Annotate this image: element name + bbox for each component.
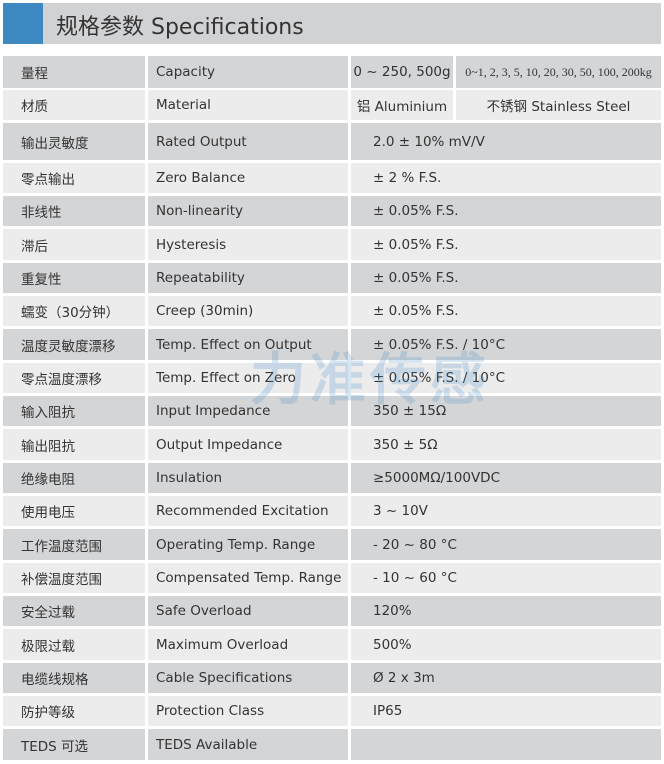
spec-label-zh: 零点温度漂移 xyxy=(3,363,145,393)
spec-label-zh: 温度灵敏度漂移 xyxy=(3,329,145,360)
spec-label-zh: 滞后 xyxy=(3,229,145,260)
spec-label-en: Rated Output xyxy=(148,123,348,160)
spec-value: 500% xyxy=(351,629,661,660)
spec-label-zh: 极限过载 xyxy=(3,629,145,660)
spec-value: ≥5000MΩ/100VDC xyxy=(351,463,661,493)
spec-label-en: Recommended Excitation xyxy=(148,496,348,526)
spec-value-b: 0~1, 2, 3, 5, 10, 20, 30, 50, 100, 200kg xyxy=(456,56,661,88)
spec-row: 使用电压 Recommended Excitation 3 ~ 10V xyxy=(3,496,661,526)
spec-label-zh: 量程 xyxy=(3,56,145,88)
spec-label-zh: 绝缘电阻 xyxy=(3,463,145,493)
spec-row: 输出灵敏度 Rated Output 2.0 ± 10% mV/V xyxy=(3,123,661,160)
spec-value: 2.0 ± 10% mV/V xyxy=(351,123,661,160)
spec-label-zh: TEDS 可选 xyxy=(3,729,145,760)
spec-label-en: Input Impedance xyxy=(148,396,348,426)
spec-row: 非线性 Non-linearity ± 0.05% F.S. xyxy=(3,196,661,226)
spec-label-en: Compensated Temp. Range xyxy=(148,563,348,593)
spec-value: ± 2 % F.S. xyxy=(351,163,661,193)
spec-label-en: Cable Specifications xyxy=(148,663,348,693)
spec-label-en: Material xyxy=(148,90,348,120)
spec-value: 120% xyxy=(351,596,661,626)
spec-value: 3 ~ 10V xyxy=(351,496,661,526)
spec-label-en: Safe Overload xyxy=(148,596,348,626)
spec-row: 补偿温度范围 Compensated Temp. Range - 10 ~ 60 °… xyxy=(3,563,661,593)
spec-label-en: Maximum Overload xyxy=(148,629,348,660)
spec-value-a: 0 ~ 250, 500g xyxy=(351,56,453,88)
spec-label-zh: 零点输出 xyxy=(3,163,145,193)
spec-row: 滞后 Hysteresis ± 0.05% F.S. xyxy=(3,229,661,260)
spec-value-b: 不锈钢 Stainless Steel xyxy=(456,90,661,120)
spec-value: ± 0.05% F.S. xyxy=(351,296,661,326)
spec-row: 蠕变（30分钟） Creep (30min) ± 0.05% F.S. xyxy=(3,296,661,326)
spec-label-zh: 材质 xyxy=(3,90,145,120)
spec-label-en: Protection Class xyxy=(148,696,348,726)
spec-row: 防护等级 Protection Class IP65 xyxy=(3,696,661,726)
spec-label-zh: 补偿温度范围 xyxy=(3,563,145,593)
spec-row: 材质 Material 铝 Aluminium 不锈钢 Stainless Steel xyxy=(3,90,661,120)
spec-value: ± 0.05% F.S. / 10°C xyxy=(351,329,661,360)
spec-value: ± 0.05% F.S. xyxy=(351,229,661,260)
spec-label-en: Capacity xyxy=(148,56,348,88)
spec-row: 重复性 Repeatability ± 0.05% F.S. xyxy=(3,263,661,293)
spec-row: 零点温度漂移 Temp. Effect on Zero ± 0.05% F.S. /… xyxy=(3,363,661,393)
spec-row: TEDS 可选 TEDS Available xyxy=(3,729,661,760)
spec-row: 零点输出 Zero Balance ± 2 % F.S. xyxy=(3,163,661,193)
spec-label-en: Output Impedance xyxy=(148,429,348,460)
spec-row: 电缆线规格 Cable Specifications Ø 2 x 3m xyxy=(3,663,661,693)
spec-label-en: Insulation xyxy=(148,463,348,493)
spec-value: - 10 ~ 60 °C xyxy=(351,563,661,593)
spec-label-en: Temp. Effect on Output xyxy=(148,329,348,360)
spec-value-a: 铝 Aluminium xyxy=(351,90,453,120)
spec-label-zh: 蠕变（30分钟） xyxy=(3,296,145,326)
spec-row: 量程 Capacity 0 ~ 250, 500g 0~1, 2, 3, 5, 10,… xyxy=(3,56,661,88)
spec-label-zh: 工作温度范围 xyxy=(3,529,145,560)
spec-row: 温度灵敏度漂移 Temp. Effect on Output ± 0.05% F.S… xyxy=(3,329,661,360)
spec-label-zh: 输出灵敏度 xyxy=(3,123,145,160)
spec-value: ± 0.05% F.S. xyxy=(351,196,661,226)
spec-value: 350 ± 15Ω xyxy=(351,396,661,426)
spec-label-en: Creep (30min) xyxy=(148,296,348,326)
spec-label-zh: 输出阻抗 xyxy=(3,429,145,460)
spec-label-zh: 重复性 xyxy=(3,263,145,293)
spec-value xyxy=(351,729,661,760)
spec-label-zh: 安全过载 xyxy=(3,596,145,626)
spec-label-en: Zero Balance xyxy=(148,163,348,193)
spec-row: 安全过载 Safe Overload 120% xyxy=(3,596,661,626)
spec-value: ± 0.05% F.S. xyxy=(351,263,661,293)
spec-label-en: Temp. Effect on Zero xyxy=(148,363,348,393)
spec-value: - 20 ~ 80 °C xyxy=(351,529,661,560)
spec-value: Ø 2 x 3m xyxy=(351,663,661,693)
spec-label-en: Non-linearity xyxy=(148,196,348,226)
spec-label-en: Operating Temp. Range xyxy=(148,529,348,560)
spec-row: 绝缘电阻 Insulation ≥5000MΩ/100VDC xyxy=(3,463,661,493)
spec-label-zh: 电缆线规格 xyxy=(3,663,145,693)
spec-value: ± 0.05% F.S. / 10°C xyxy=(351,363,661,393)
spec-label-en: TEDS Available xyxy=(148,729,348,760)
spec-row: 输入阻抗 Input Impedance 350 ± 15Ω xyxy=(3,396,661,426)
spec-label-zh: 使用电压 xyxy=(3,496,145,526)
spec-row: 工作温度范围 Operating Temp. Range - 20 ~ 80 °C xyxy=(3,529,661,560)
spec-row: 极限过载 Maximum Overload 500% xyxy=(3,629,661,660)
accent-square xyxy=(3,3,43,44)
spec-row: 输出阻抗 Output Impedance 350 ± 5Ω xyxy=(3,429,661,460)
spec-value: 350 ± 5Ω xyxy=(351,429,661,460)
spec-label-zh: 防护等级 xyxy=(3,696,145,726)
spec-label-zh: 输入阻抗 xyxy=(3,396,145,426)
spec-label-zh: 非线性 xyxy=(3,196,145,226)
spec-label-en: Repeatability xyxy=(148,263,348,293)
spec-label-en: Hysteresis xyxy=(148,229,348,260)
title-bar: 规格参数 Specifications xyxy=(3,3,661,44)
page-title: 规格参数 Specifications xyxy=(56,15,304,40)
spec-value: IP65 xyxy=(351,696,661,726)
